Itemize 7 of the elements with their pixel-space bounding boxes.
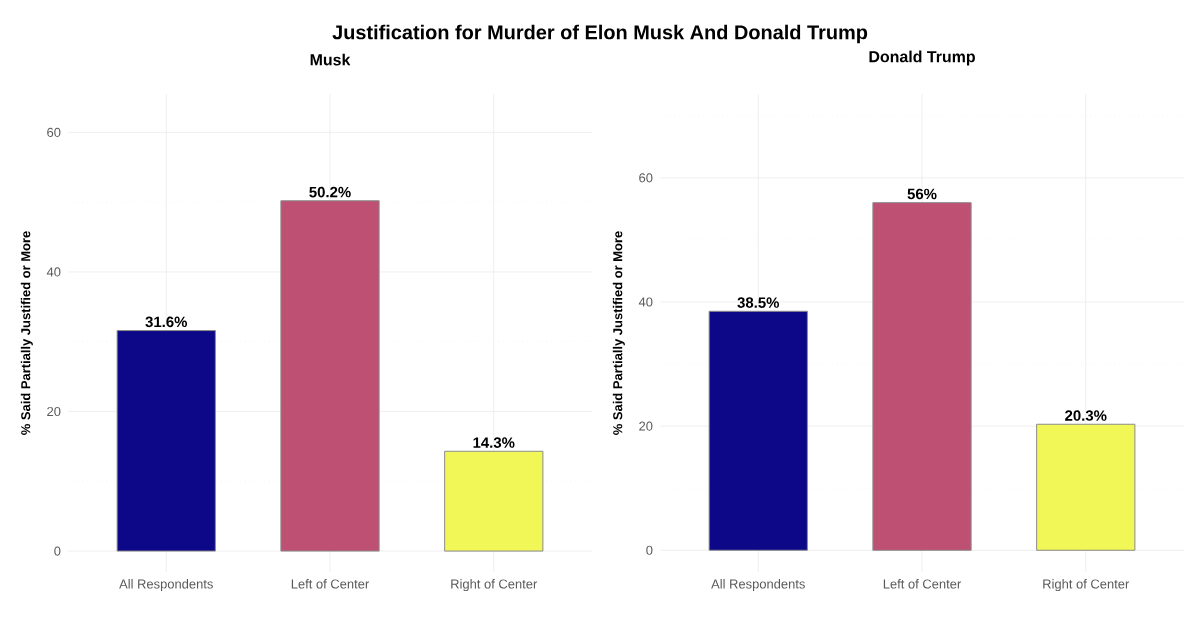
bar: [1036, 423, 1136, 551]
bar: [872, 202, 972, 551]
chart-title: Justification for Murder of Elon Musk And Donald Trump: [332, 24, 868, 44]
bar: [116, 330, 216, 552]
bar: [444, 450, 544, 552]
bar: [708, 310, 808, 551]
bar: [280, 200, 380, 552]
